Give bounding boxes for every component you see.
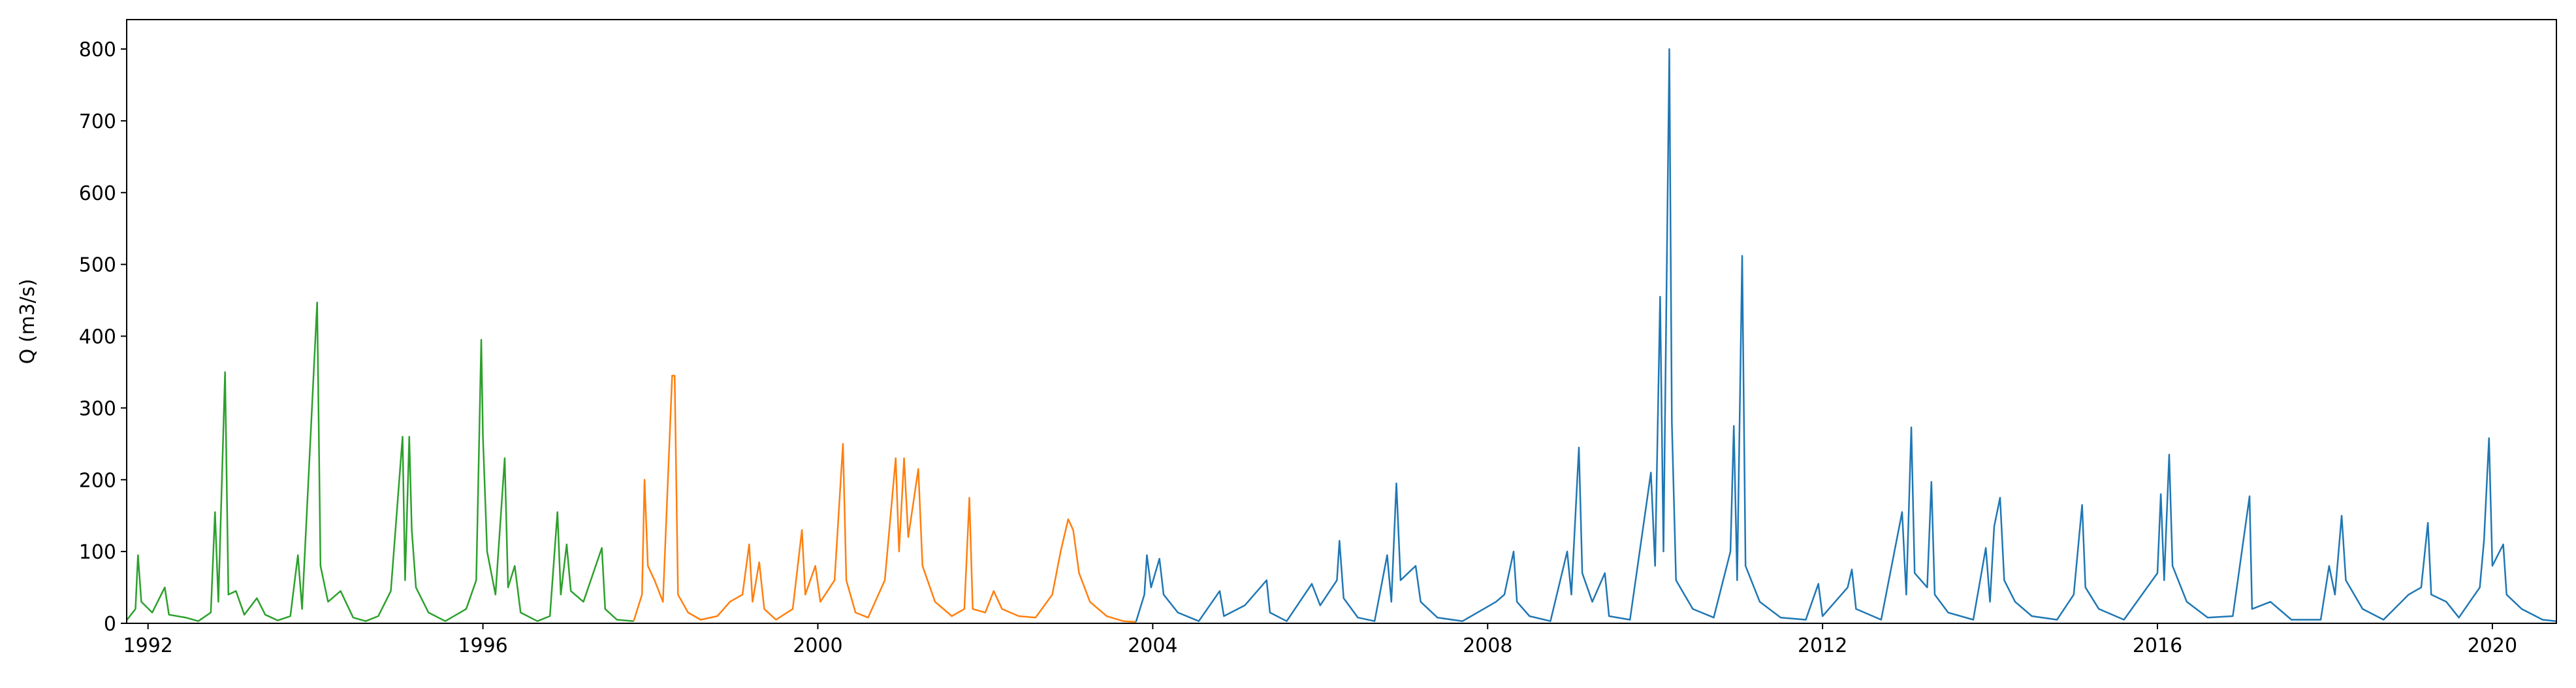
x-tick-label: 2016 [2133, 634, 2182, 657]
x-tick-label: 2012 [1798, 634, 1847, 657]
x-tick-label: 2020 [2468, 634, 2517, 657]
y-tick-label: 0 [104, 613, 116, 636]
y-tick-label: 200 [79, 469, 116, 492]
y-tick-label: 300 [79, 397, 116, 420]
series-line [1135, 48, 2556, 623]
x-tick-label: 2004 [1128, 634, 1177, 657]
axes-frame [126, 19, 2557, 624]
x-tick-label: 1992 [123, 634, 173, 657]
y-tick-label: 100 [79, 541, 116, 564]
y-tick-label: 700 [79, 110, 116, 133]
y-tick-label: 800 [79, 39, 116, 61]
y-tick-label: 600 [79, 182, 116, 205]
x-tick-label: 2008 [1463, 634, 1512, 657]
series-line [633, 374, 1136, 623]
y-tick-label: 400 [79, 326, 116, 349]
x-tick-label: 2000 [793, 634, 842, 657]
y-tick-label: 500 [79, 254, 116, 277]
series-line [127, 301, 634, 622]
x-tick-label: 1996 [458, 634, 507, 657]
y-axis-label: Q (m3/s) [16, 279, 39, 365]
